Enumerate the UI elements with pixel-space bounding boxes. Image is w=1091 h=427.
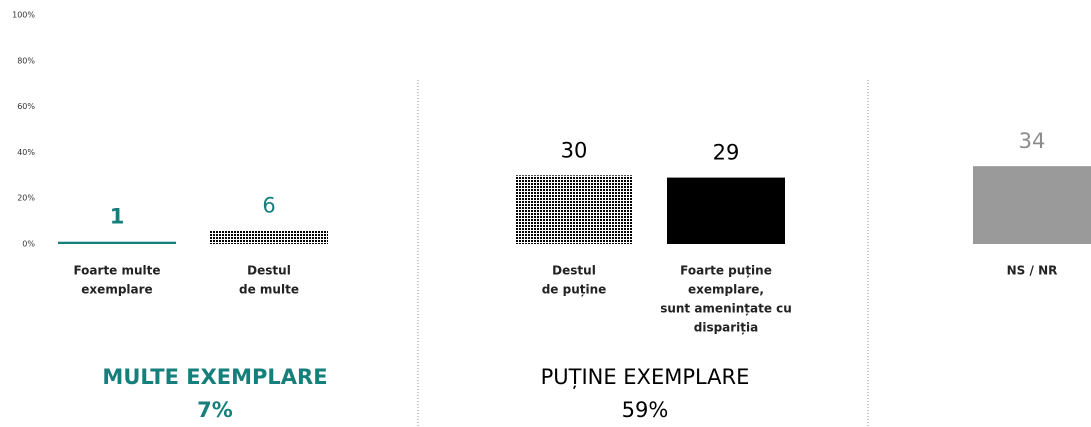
value-label: 34 bbox=[1019, 129, 1046, 153]
y-tick-label: 60% bbox=[17, 102, 35, 111]
x-tick-label: Destul bbox=[552, 264, 596, 278]
x-tick-label: exemplare, bbox=[688, 283, 764, 297]
group-total: 7% bbox=[197, 398, 233, 422]
y-tick-label: 0% bbox=[22, 240, 35, 249]
value-label: 6 bbox=[262, 193, 275, 217]
x-tick-label: de puține bbox=[542, 283, 607, 297]
group-total: 59% bbox=[622, 398, 669, 422]
x-tick-label: Foarte multe bbox=[73, 264, 160, 278]
y-tick-label: 20% bbox=[17, 194, 35, 203]
group-name: MULTE EXEMPLARE bbox=[102, 365, 327, 389]
value-label: 30 bbox=[561, 138, 588, 162]
bar bbox=[515, 175, 633, 244]
bar bbox=[58, 241, 176, 244]
bar bbox=[667, 177, 785, 244]
bar bbox=[210, 230, 328, 244]
x-tick-label: NS / NR bbox=[1007, 264, 1058, 278]
x-tick-label: Foarte puține bbox=[680, 264, 772, 278]
y-tick-label: 40% bbox=[17, 148, 35, 157]
y-tick-label: 100% bbox=[12, 11, 35, 20]
y-tick-label: 80% bbox=[17, 56, 35, 65]
value-label: 1 bbox=[110, 205, 125, 229]
x-tick-label: de multe bbox=[239, 283, 299, 297]
x-tick-label: Destul bbox=[247, 264, 291, 278]
value-label: 29 bbox=[713, 141, 740, 165]
x-tick-label: sunt amenințate cu bbox=[660, 302, 792, 316]
group-name: PUȚINE EXEMPLARE bbox=[541, 365, 750, 389]
x-tick-label: exemplare bbox=[81, 283, 152, 297]
bar bbox=[973, 166, 1091, 244]
x-tick-label: dispariția bbox=[694, 321, 759, 335]
